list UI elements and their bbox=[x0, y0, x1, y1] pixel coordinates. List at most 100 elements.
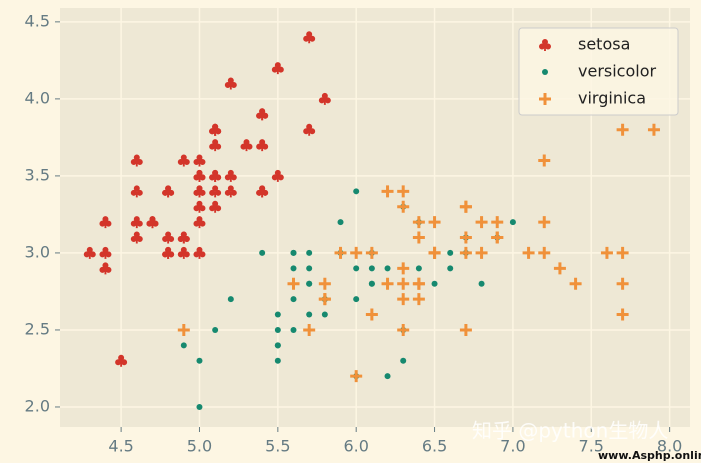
point bbox=[193, 154, 206, 167]
point bbox=[447, 265, 454, 272]
point bbox=[303, 323, 316, 336]
x-tick-label: 7.0 bbox=[500, 437, 525, 456]
point bbox=[177, 154, 190, 167]
point bbox=[130, 154, 143, 167]
legend-marker bbox=[542, 69, 548, 75]
point bbox=[290, 249, 297, 256]
point bbox=[368, 280, 375, 287]
point bbox=[209, 169, 222, 182]
point bbox=[321, 311, 328, 318]
watermark-url: www.Asphp.online bbox=[598, 449, 701, 462]
point bbox=[616, 123, 629, 136]
point bbox=[365, 246, 378, 259]
point bbox=[397, 262, 410, 275]
y-tick-label: 3.0 bbox=[25, 242, 50, 261]
point bbox=[428, 216, 441, 229]
point bbox=[459, 200, 472, 213]
point bbox=[431, 280, 438, 287]
point bbox=[412, 277, 425, 290]
point bbox=[83, 246, 96, 259]
point bbox=[397, 277, 410, 290]
point bbox=[381, 185, 394, 198]
point bbox=[569, 277, 582, 290]
point bbox=[447, 249, 454, 256]
point bbox=[212, 326, 219, 333]
point bbox=[290, 326, 297, 333]
point bbox=[522, 246, 535, 259]
point bbox=[256, 139, 269, 152]
point bbox=[193, 169, 206, 182]
point bbox=[337, 219, 344, 226]
point bbox=[162, 185, 175, 198]
point bbox=[271, 169, 284, 182]
point bbox=[553, 262, 566, 275]
point bbox=[491, 216, 504, 229]
point bbox=[196, 357, 203, 364]
x-tick-label: 7.5 bbox=[579, 437, 604, 456]
point bbox=[180, 342, 187, 349]
point bbox=[306, 280, 313, 287]
point bbox=[397, 200, 410, 213]
legend-label: setosa bbox=[578, 35, 630, 54]
point bbox=[274, 311, 281, 318]
x-tick-label: 6.5 bbox=[422, 437, 447, 456]
point bbox=[303, 123, 316, 136]
y-tick-label: 3.5 bbox=[25, 165, 50, 184]
point bbox=[318, 92, 331, 105]
point bbox=[538, 154, 551, 167]
point bbox=[397, 323, 410, 336]
point bbox=[115, 354, 128, 367]
point bbox=[459, 231, 472, 244]
point bbox=[384, 373, 391, 380]
point bbox=[99, 246, 112, 259]
point bbox=[130, 216, 143, 229]
point bbox=[412, 293, 425, 306]
point bbox=[412, 216, 425, 229]
point bbox=[412, 231, 425, 244]
point bbox=[475, 246, 488, 259]
point bbox=[290, 265, 297, 272]
legend-label: versicolor bbox=[578, 62, 656, 81]
point bbox=[478, 280, 485, 287]
point bbox=[162, 246, 175, 259]
point bbox=[306, 265, 313, 272]
legend-label: virginica bbox=[578, 89, 646, 108]
point bbox=[177, 323, 190, 336]
point bbox=[538, 246, 551, 259]
point bbox=[415, 265, 422, 272]
x-tick-label: 4.5 bbox=[108, 437, 133, 456]
point bbox=[616, 308, 629, 321]
point bbox=[353, 265, 360, 272]
point bbox=[475, 216, 488, 229]
point bbox=[600, 246, 613, 259]
point bbox=[287, 277, 300, 290]
point bbox=[256, 108, 269, 121]
point bbox=[400, 357, 407, 364]
point bbox=[227, 296, 234, 303]
point bbox=[193, 216, 206, 229]
point bbox=[224, 77, 237, 90]
point bbox=[365, 308, 378, 321]
legend-box bbox=[518, 27, 679, 116]
point bbox=[259, 249, 266, 256]
point bbox=[459, 323, 472, 336]
point bbox=[491, 231, 504, 244]
point bbox=[196, 403, 203, 410]
point bbox=[290, 296, 297, 303]
point bbox=[428, 246, 441, 259]
point bbox=[193, 185, 206, 198]
y-tick-label: 2.5 bbox=[25, 319, 50, 338]
point bbox=[334, 246, 347, 259]
point bbox=[274, 326, 281, 333]
point bbox=[224, 185, 237, 198]
point bbox=[130, 231, 143, 244]
point bbox=[224, 169, 237, 182]
point bbox=[146, 216, 159, 229]
point bbox=[350, 370, 363, 383]
watermark: 知乎 @python生物人 bbox=[472, 419, 668, 443]
point bbox=[162, 231, 175, 244]
y-tick-label: 2.0 bbox=[25, 396, 50, 415]
point bbox=[99, 262, 112, 275]
